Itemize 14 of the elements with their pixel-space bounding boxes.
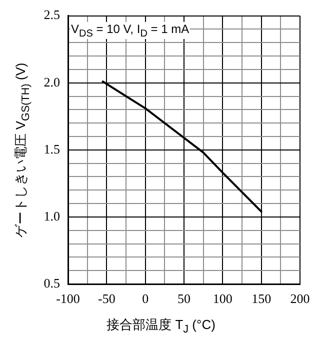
x-tick-label: 100 (212, 291, 232, 306)
y-tick-label: 1.0 (44, 208, 60, 224)
x-tick-label: 50 (178, 291, 190, 306)
x-tick-label: -100 (56, 291, 80, 306)
annotation: V$_{DS}$ = 10 V, I$_{D}$ = 1 mA (70, 22, 190, 40)
x-tick-label: 200 (290, 291, 310, 306)
y-tick-label: 1.5 (44, 141, 60, 156)
x-tick-label: 0 (142, 291, 149, 306)
x-axis-title: 接合部温度 T$_{J}$ (°C) (106, 316, 216, 336)
y-tick-label: 2.0 (44, 74, 60, 90)
y-tick-label: 0.5 (44, 275, 60, 290)
x-tick-label: 150 (252, 291, 272, 306)
x-tick-label: -50 (98, 291, 116, 306)
y-tick-label: 2.5 (44, 7, 60, 22)
